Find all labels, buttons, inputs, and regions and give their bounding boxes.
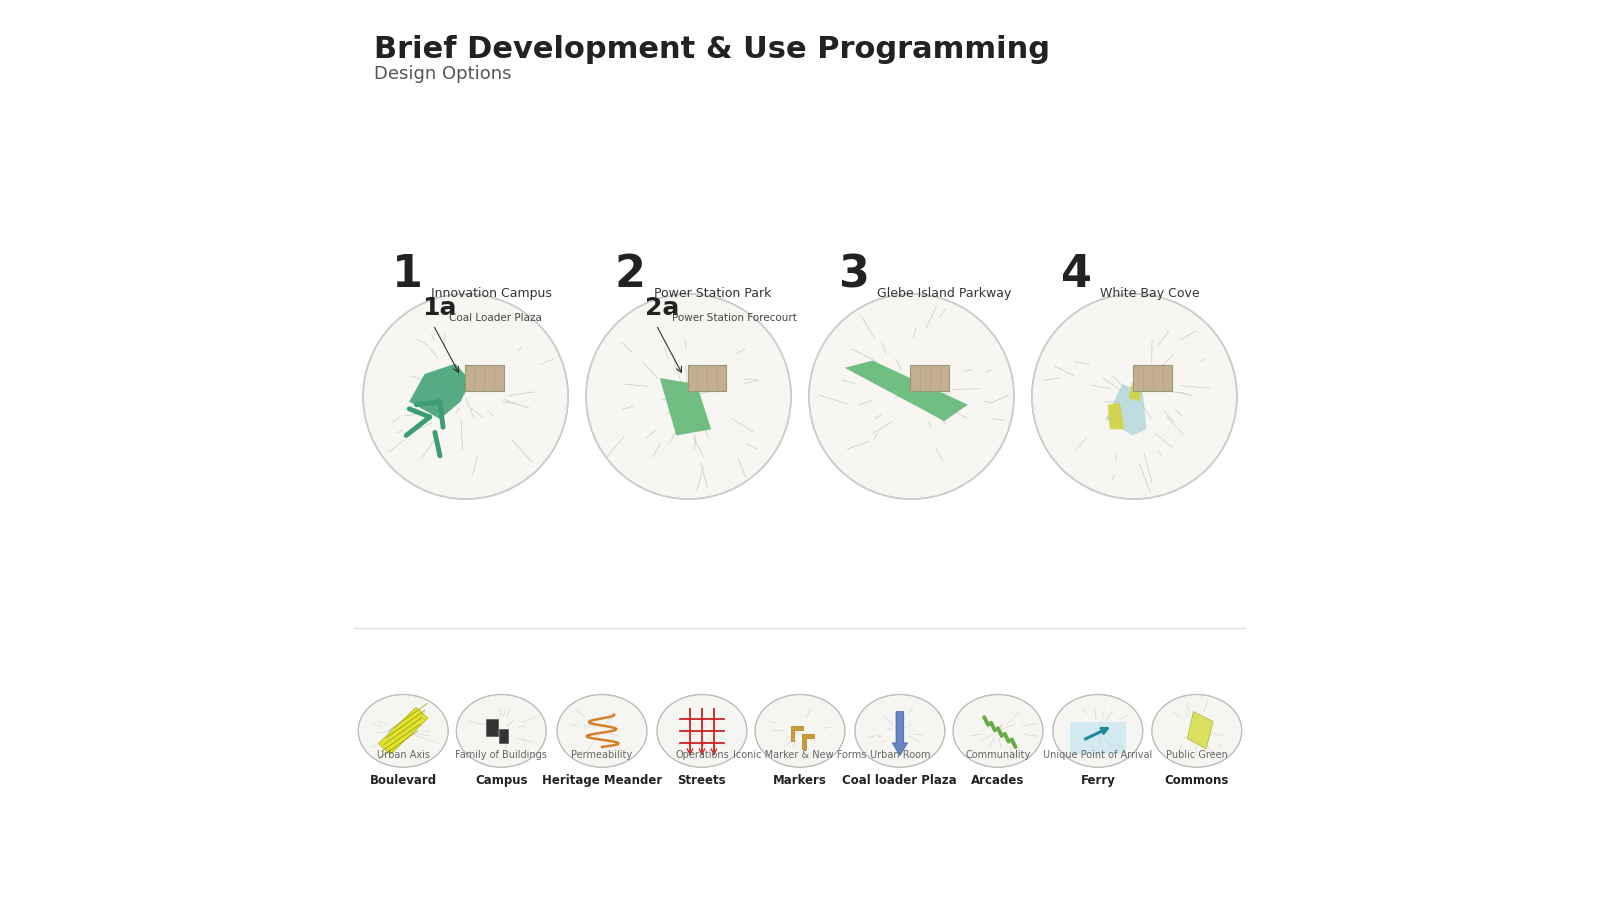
Text: Innovation Campus: Innovation Campus — [430, 286, 552, 300]
Polygon shape — [1107, 402, 1125, 429]
Text: 4: 4 — [1061, 253, 1091, 296]
Polygon shape — [410, 364, 470, 419]
Polygon shape — [659, 378, 710, 436]
Bar — [486, 719, 498, 736]
Ellipse shape — [557, 695, 646, 768]
Text: Urban Room: Urban Room — [870, 750, 930, 760]
FancyBboxPatch shape — [464, 365, 504, 391]
Text: Ferry: Ferry — [1080, 774, 1115, 787]
Polygon shape — [1128, 382, 1142, 401]
Ellipse shape — [954, 695, 1043, 768]
Text: Brief Development & Use Programming: Brief Development & Use Programming — [374, 35, 1050, 65]
Circle shape — [586, 294, 790, 499]
Circle shape — [363, 294, 568, 499]
Ellipse shape — [658, 695, 747, 768]
Circle shape — [1032, 294, 1237, 499]
Text: Power Station Forecourt: Power Station Forecourt — [672, 313, 797, 323]
Text: Unique Point of Arrival: Unique Point of Arrival — [1043, 750, 1152, 760]
Text: Public Green: Public Green — [1166, 750, 1227, 760]
Text: Markers: Markers — [773, 774, 827, 787]
FancyBboxPatch shape — [910, 365, 949, 391]
Text: Glebe Island Parkway: Glebe Island Parkway — [877, 286, 1011, 300]
Text: 1a: 1a — [422, 295, 458, 319]
Polygon shape — [845, 361, 968, 421]
Bar — [1070, 723, 1126, 754]
Ellipse shape — [1053, 695, 1142, 768]
Text: 2: 2 — [614, 253, 646, 296]
Text: Permeability: Permeability — [571, 750, 632, 760]
Text: Boulevard: Boulevard — [370, 774, 437, 787]
Polygon shape — [378, 707, 429, 754]
Ellipse shape — [358, 695, 448, 768]
Text: 3: 3 — [838, 253, 869, 296]
Polygon shape — [790, 725, 803, 741]
Polygon shape — [893, 712, 907, 756]
Text: Streets: Streets — [678, 774, 726, 787]
Ellipse shape — [1152, 695, 1242, 768]
Bar — [499, 729, 509, 742]
Text: Heritage Meander: Heritage Meander — [542, 774, 662, 787]
Text: Arcades: Arcades — [971, 774, 1024, 787]
Text: Commons: Commons — [1165, 774, 1229, 787]
Text: Coal loader Plaza: Coal loader Plaza — [843, 774, 957, 787]
Text: Urban Axis: Urban Axis — [376, 750, 430, 760]
Text: Campus: Campus — [475, 774, 528, 787]
Ellipse shape — [854, 695, 946, 768]
Text: Iconic Marker & New Forms: Iconic Marker & New Forms — [733, 750, 867, 760]
FancyBboxPatch shape — [1133, 365, 1173, 391]
Text: Communality: Communality — [965, 750, 1030, 760]
Text: White Bay Cove: White Bay Cove — [1099, 286, 1200, 300]
Ellipse shape — [755, 695, 845, 768]
Polygon shape — [1106, 384, 1147, 436]
Text: Family of Buildings: Family of Buildings — [456, 750, 547, 760]
Text: Design Options: Design Options — [374, 65, 512, 83]
Text: Operations: Operations — [675, 750, 728, 760]
FancyBboxPatch shape — [688, 365, 726, 391]
Text: 2a: 2a — [645, 295, 680, 319]
Circle shape — [810, 294, 1014, 499]
Text: 1: 1 — [392, 253, 422, 296]
Text: Power Station Park: Power Station Park — [654, 286, 771, 300]
Text: Coal Loader Plaza: Coal Loader Plaza — [450, 313, 542, 323]
Polygon shape — [1187, 712, 1213, 749]
Polygon shape — [802, 734, 814, 750]
Ellipse shape — [456, 695, 546, 768]
